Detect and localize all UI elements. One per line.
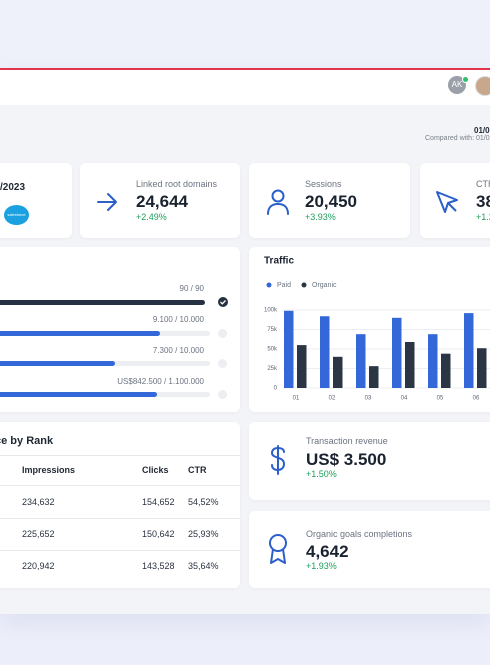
pending-icon [218,329,227,338]
kpi-card: Linked root domains 24,644 +2.49% [80,163,240,238]
kpi-label: Linked root domains [136,179,218,189]
dollar-icon [270,445,286,475]
legend-label: Paid [277,282,291,289]
x-tick-label: 06 [473,396,480,402]
cell: 143,528 [142,561,175,571]
kpi-card: CTR 38 +1.2 [420,163,490,238]
y-tick-label: 25k [267,366,278,372]
avatar[interactable]: AK [448,76,466,94]
compared-date: Compared with: 01/0 [425,135,490,142]
progress-label: 90 / 90 [179,284,204,293]
progress-fill [0,392,157,397]
arrow-icon [97,193,117,211]
metric-label: Organic goals completions [306,529,413,539]
cell: 25,93% [188,529,219,539]
progress-fill [0,331,160,336]
cell: 220,942 [22,561,55,571]
table-title: Performance by Rank [0,435,54,447]
y-tick-label: 100k [264,308,278,314]
salesforce-logo: salesforce [4,205,29,225]
cell: 154,652 [142,497,175,507]
kpi-change: +1.2 [476,212,490,222]
metric-value: 4,642 [306,542,349,561]
status-dot [462,76,469,83]
cell: 150,642 [142,529,175,539]
metric-label: Transaction revenue [306,436,388,446]
kpi-card: Sessions 20,450 +3.93% [249,163,410,238]
user-photo[interactable] [475,76,490,96]
bar [405,341,415,388]
x-tick-label: 02 [329,396,336,402]
top-bar: AK [0,70,490,105]
bar [284,310,294,388]
account-card: /2023 salesforce [0,163,72,238]
y-tick-label: 50k [267,347,278,353]
bar [333,356,343,388]
ribbon-icon [269,534,287,564]
column-header: Clicks [142,465,169,475]
pending-icon [218,390,227,399]
progress-label: US$842.500 / 1.100.000 [117,377,204,386]
metric-change: +1.93% [306,561,337,571]
kpi-value: 24,644 [136,192,188,211]
x-tick-label: 03 [365,396,372,402]
date: 01/0 [474,126,490,135]
x-tick-label: 05 [437,396,444,402]
column-header: CTR [188,465,207,475]
bar [392,317,402,388]
bar [477,348,487,388]
column-header: Impressions [22,465,76,475]
divider [0,455,240,456]
progress-fill [0,300,205,305]
metric-change: +1.50% [306,469,337,479]
progress-label: 9.100 / 10.000 [152,315,204,324]
cursor-icon [436,191,458,213]
progress-fill [0,361,115,366]
chart-title: Traffic [264,256,294,267]
metric-card: Organic goals completions 4,642 +1.93% [249,511,490,588]
bar [369,366,379,388]
metric-value: US$ 3.500 [306,450,387,469]
bar [320,316,330,388]
check-icon [218,297,228,307]
kpi-change: +2.49% [136,212,167,222]
divider [0,518,240,519]
kpi-label: CTR [476,179,490,189]
y-tick-label: 75k [267,327,278,333]
x-tick-label: 01 [293,396,300,402]
cell: 35,64% [188,561,219,571]
cell: 234,632 [22,497,55,507]
kpi-label: Sessions [305,179,342,189]
bar [464,313,474,388]
progress-label: 7.300 / 10.000 [152,346,204,355]
bar [356,334,366,388]
metric-card: Transaction revenue US$ 3.500 +1.50% [249,422,490,500]
table-card: Performance by Rank Impressions Clicks C… [0,422,240,588]
legend-swatch [266,282,272,288]
legend-swatch [301,282,307,288]
bar [297,345,307,388]
x-tick-label: 04 [401,396,408,402]
kpi-change: +3.93% [305,212,336,222]
legend-label: Organic [312,282,337,289]
user-icon [267,189,289,215]
bar [441,353,451,388]
divider [0,485,240,486]
pending-icon [218,359,227,368]
kpi-value: 20,450 [305,192,357,211]
progress-card: 90 / 90 9.100 / 10.000 7.300 / 10.000 US… [0,247,240,412]
divider [0,550,240,551]
traffic-card: Traffic Paid Organic 0 25k 50k 75k 100k 01 02 03 0… [249,247,490,412]
cell: 225,652 [22,529,55,539]
chart: Traffic Paid Organic 0 25k 50k 75k 100k 01 02 03 0… [264,256,490,402]
account-date: /2023 [0,182,26,193]
y-tick-label: 0 [274,386,278,392]
cell: 54,52% [188,497,219,507]
bar [428,334,438,388]
kpi-value: 38 [476,192,490,211]
